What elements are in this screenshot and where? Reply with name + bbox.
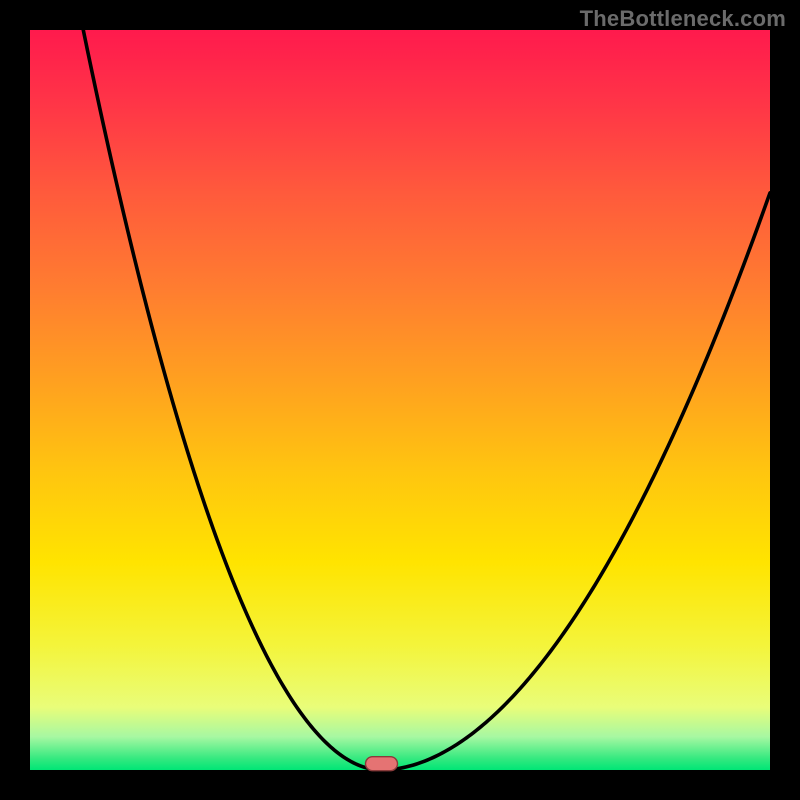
- watermark-text: TheBottleneck.com: [580, 6, 786, 32]
- chart-svg: [0, 0, 800, 800]
- plot-gradient-area: [30, 30, 770, 770]
- chart-stage: TheBottleneck.com: [0, 0, 800, 800]
- optimal-marker: [366, 757, 398, 771]
